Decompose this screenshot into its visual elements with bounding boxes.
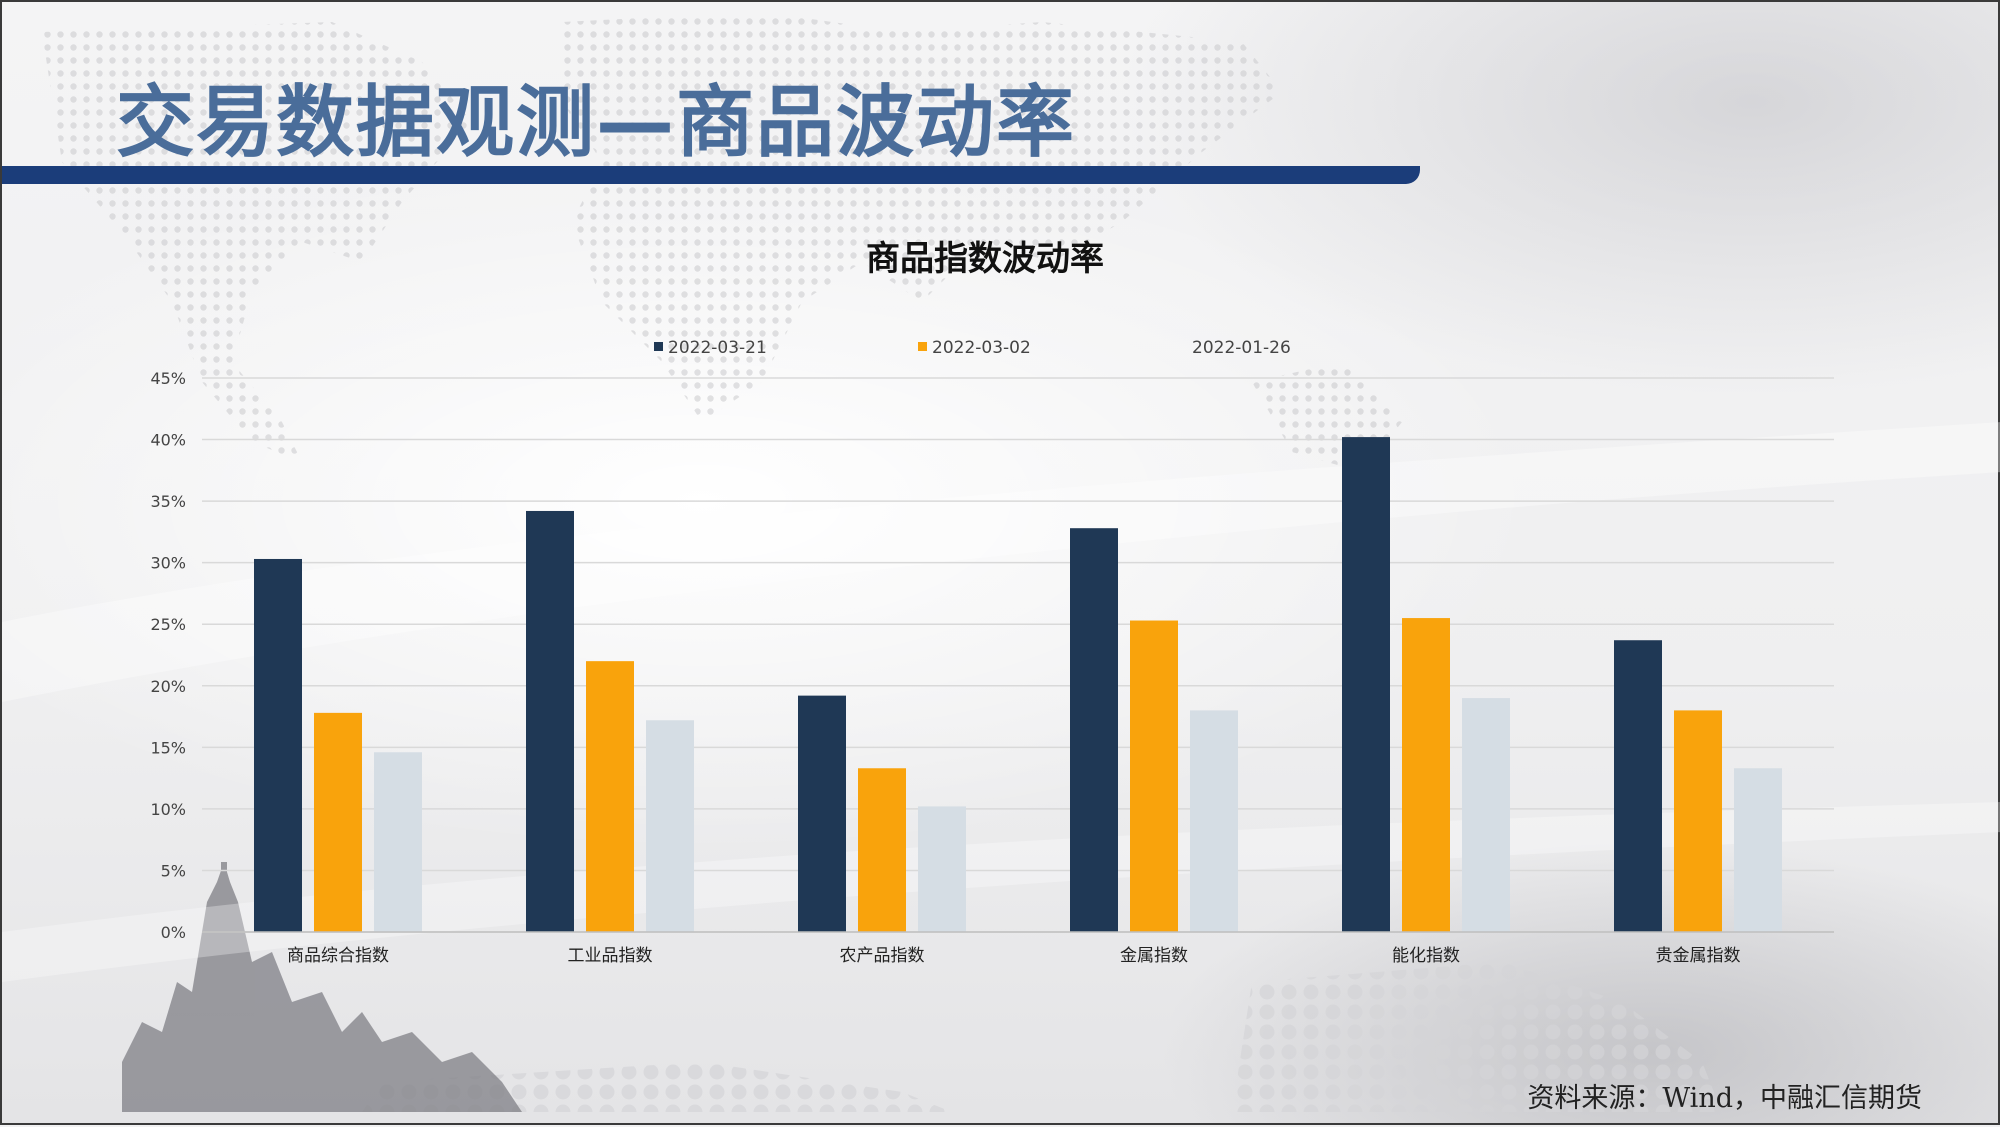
y-tick-label: 35% — [150, 492, 186, 511]
y-tick-label: 5% — [161, 861, 186, 880]
x-tick-label: 贵金属指数 — [1656, 946, 1741, 966]
x-tick-label: 金属指数 — [1120, 946, 1188, 966]
world-map-dots — [42, 12, 1402, 472]
x-tick-label: 农产品指数 — [840, 946, 925, 966]
city-skyline-silhouette — [122, 862, 522, 1112]
x-tick-label: 工业品指数 — [568, 946, 653, 966]
bar — [1614, 640, 1662, 932]
legend-swatch — [918, 342, 927, 351]
y-tick-label: 30% — [150, 554, 186, 573]
bar — [1674, 710, 1722, 932]
bar — [1130, 620, 1178, 932]
bar — [1070, 528, 1118, 932]
legend-label: 2022-03-21 — [668, 338, 767, 358]
y-tick-label: 15% — [150, 738, 186, 757]
bar — [1462, 698, 1510, 932]
legend-label: 2022-01-26 — [1192, 338, 1291, 358]
bar — [858, 768, 906, 932]
legend-label: 2022-03-02 — [932, 338, 1031, 358]
slide-title: 交易数据观测—商品波动率 — [116, 78, 1077, 168]
bar — [798, 695, 846, 932]
bar — [1402, 618, 1450, 932]
bar — [254, 558, 302, 932]
y-axis: 0% 5% 10% 15% 20% 25% 30% 35% 40% 45% — [150, 369, 186, 942]
x-axis: 商品综合指数 工业品指数 农产品指数 金属指数 能化指数 贵金属指数 — [202, 931, 1834, 966]
x-tick-label: 商品综合指数 — [287, 946, 389, 966]
bar — [374, 752, 422, 932]
chart-bars — [254, 437, 1782, 932]
bar — [1734, 768, 1782, 932]
x-tick-label: 能化指数 — [1392, 946, 1460, 966]
y-tick-label: 10% — [150, 800, 186, 819]
y-tick-label: 0% — [161, 923, 186, 942]
bar — [1190, 710, 1238, 932]
bar — [1342, 437, 1390, 932]
y-tick-label: 25% — [150, 615, 186, 634]
chart-title: 商品指数波动率 — [866, 239, 1104, 279]
legend-swatch — [654, 342, 663, 351]
header-bar — [2, 166, 1420, 184]
bar — [918, 806, 966, 932]
bar — [314, 712, 362, 932]
y-tick-label: 45% — [150, 369, 186, 388]
bar — [646, 720, 694, 932]
y-tick-label: 40% — [150, 431, 186, 450]
chart-legend: 2022-03-21 2022-03-02 2022-01-26 — [654, 338, 1291, 358]
source-note: 资料来源：Wind，中融汇信期货 — [1527, 1083, 1922, 1114]
light-swoosh — [2, 422, 2000, 702]
y-tick-label: 20% — [150, 677, 186, 696]
chart-grid — [202, 377, 1834, 933]
bar — [586, 661, 634, 932]
bar — [526, 510, 574, 932]
